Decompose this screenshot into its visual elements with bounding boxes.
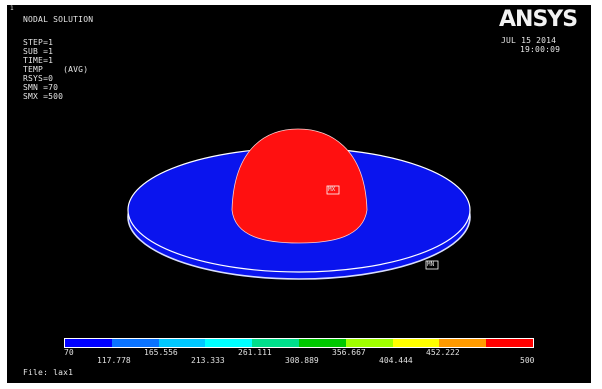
smx-value: SMX =500 <box>23 92 64 101</box>
legend-swatch <box>345 339 393 347</box>
time-value: TIME=1 <box>23 56 54 65</box>
legend-swatch <box>111 339 159 347</box>
plot-date: JUL 15 2014 <box>501 36 557 45</box>
legend-label-bottom: 404.444 <box>379 356 413 365</box>
plot-title: NODAL SOLUTION <box>23 15 94 24</box>
legend-label-top: 165.556 <box>144 348 178 357</box>
legend-label-top: 356.667 <box>332 348 366 357</box>
legend-swatch <box>65 339 112 347</box>
window-index: 1 <box>10 5 14 12</box>
smn-value: SMN =70 <box>23 83 59 92</box>
step-value: STEP=1 <box>23 38 54 47</box>
legend-swatch <box>439 339 487 347</box>
legend-label-bottom: 213.333 <box>191 356 225 365</box>
legend-label-top: 70 <box>64 348 74 357</box>
min-marker-icon <box>425 260 439 270</box>
legend-label-bottom: 117.778 <box>97 356 131 365</box>
model-plot[interactable] <box>7 5 591 383</box>
legend-swatch <box>392 339 440 347</box>
legend-color-bar <box>64 338 534 348</box>
legend-label-bottom: 308.889 <box>285 356 319 365</box>
rsys-value: RSYS=0 <box>23 74 54 83</box>
legend-label-bottom: 500 <box>520 356 535 365</box>
file-label: File: lax1 <box>23 368 74 377</box>
substep-value: SUB =1 <box>23 47 54 56</box>
legend-swatch <box>205 339 253 347</box>
max-marker-label: MX <box>328 186 336 193</box>
graphics-viewport[interactable]: 1 NODAL SOLUTION STEP=1 SUB =1 TIME=1 TE… <box>7 5 591 383</box>
legend-label-top: 452.222 <box>426 348 460 357</box>
min-marker-label: MN <box>427 261 435 268</box>
legend-swatch <box>486 339 533 347</box>
max-marker-icon <box>326 185 340 195</box>
ansys-logo: ANSYS <box>499 7 578 32</box>
legend-label-top: 261.111 <box>238 348 272 357</box>
legend-swatch <box>252 339 299 347</box>
legend-swatch <box>298 339 346 347</box>
result-item: TEMP (AVG) <box>23 65 89 74</box>
plot-time: 19:00:09 <box>520 45 561 54</box>
legend-swatch <box>158 339 206 347</box>
hot-zone <box>231 128 368 244</box>
